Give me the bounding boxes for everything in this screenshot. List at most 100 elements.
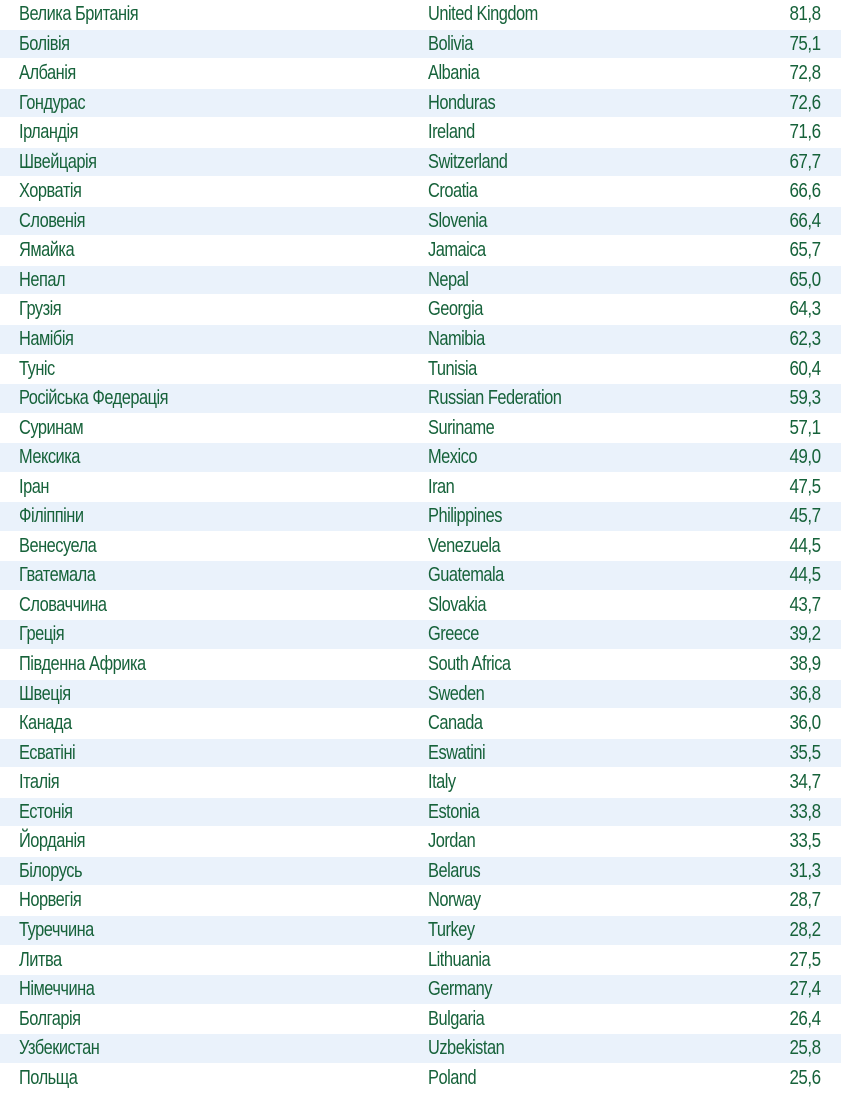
table-row: Італія Italy 34,7 <box>0 768 841 798</box>
value-cell: 65,7 <box>789 239 822 262</box>
table-row: Албанія Albania 72,8 <box>0 59 841 89</box>
table-row: Туніс Tunisia 60,4 <box>0 355 841 385</box>
table-row: Норвегія Norway 28,7 <box>0 886 841 916</box>
value-cell: 26,4 <box>789 1007 822 1030</box>
value-cell: 45,7 <box>789 505 822 528</box>
country-name-english: Ireland <box>428 121 475 144</box>
table-row: Венесуела Venezuela 44,5 <box>0 532 841 562</box>
country-name-ukrainian: Словаччина <box>19 593 107 616</box>
table-row: Російська Федерація Russian Federation 59,… <box>0 384 841 414</box>
country-name-english: South Africa <box>428 653 511 676</box>
country-name-ukrainian: Ямайка <box>19 239 75 262</box>
country-name-english: Croatia <box>428 180 478 203</box>
table-row: Ямайка Jamaica 65,7 <box>0 236 841 266</box>
value-cell: 33,8 <box>789 800 822 823</box>
country-name-ukrainian: Болгарія <box>19 1007 81 1030</box>
country-name-english: Venezuela <box>428 534 501 557</box>
value-cell: 57,1 <box>789 416 822 439</box>
table-row: Грузія Georgia 64,3 <box>0 295 841 326</box>
country-name-english: Jordan <box>428 830 476 853</box>
value-cell: 34,7 <box>789 771 822 794</box>
country-name-english: Namibia <box>428 328 485 351</box>
value-cell: 72,6 <box>789 91 822 114</box>
country-name-english: Germany <box>428 978 492 1001</box>
value-cell: 65,0 <box>789 268 822 291</box>
country-name-ukrainian: Хорватія <box>19 180 82 203</box>
country-name-ukrainian: Російська Федерація <box>19 387 169 410</box>
table-row: Йорданія Jordan 33,5 <box>0 827 841 857</box>
country-name-english: Switzerland <box>428 150 508 173</box>
table-row: Есватіні Eswatini 35,5 <box>0 738 841 769</box>
country-name-english: Nepal <box>428 268 469 291</box>
value-cell: 25,6 <box>789 1066 822 1089</box>
table-row: Греція Greece 39,2 <box>0 620 841 651</box>
country-name-ukrainian: Німеччина <box>19 978 95 1001</box>
country-name-english: Russian Federation <box>428 387 562 410</box>
country-name-english: Suriname <box>428 416 495 439</box>
country-name-ukrainian: Білорусь <box>19 859 83 882</box>
country-name-ukrainian: Філіппіни <box>19 505 84 528</box>
value-cell: 81,8 <box>789 3 822 25</box>
value-cell: 27,4 <box>789 978 822 1001</box>
country-name-ukrainian: Гватемала <box>19 564 96 587</box>
country-name-ukrainian: Туніс <box>19 357 55 380</box>
country-name-english: Bulgaria <box>428 1007 485 1030</box>
country-name-english: Georgia <box>428 298 483 321</box>
table-row: Литва Lithuania 27,5 <box>0 946 841 976</box>
country-name-ukrainian: Естонія <box>19 800 73 823</box>
country-name-english: Sweden <box>428 682 485 705</box>
country-name-english: Estonia <box>428 800 480 823</box>
value-cell: 31,3 <box>789 859 822 882</box>
table-row: Туреччина Turkey 28,2 <box>0 915 841 946</box>
country-name-ukrainian: Суринам <box>19 416 84 439</box>
table-row: Німеччина Germany 27,4 <box>0 975 841 1005</box>
value-cell: 49,0 <box>789 446 822 469</box>
country-name-english: Bolivia <box>428 32 473 55</box>
country-name-english: Guatemala <box>428 564 504 587</box>
country-name-ukrainian: Польща <box>19 1066 78 1089</box>
table-row: Мексика Mexico 49,0 <box>0 443 841 473</box>
value-cell: 71,6 <box>789 121 822 144</box>
country-name-english: Uzbekistan <box>428 1037 505 1060</box>
country-name-ukrainian: Намібія <box>19 328 74 351</box>
value-cell: 25,8 <box>789 1037 822 1060</box>
value-cell: 33,5 <box>789 830 822 853</box>
table-row: Іран Iran 47,5 <box>0 473 841 503</box>
table-row: Непал Nepal 65,0 <box>0 265 841 296</box>
value-cell: 28,2 <box>789 918 822 941</box>
country-name-ukrainian: Південна Африка <box>19 653 146 676</box>
country-name-ukrainian: Грузія <box>19 298 62 321</box>
country-name-english: Norway <box>428 889 481 912</box>
table-row: Суринам Suriname 57,1 <box>0 414 841 444</box>
value-cell: 47,5 <box>789 475 822 498</box>
country-name-ukrainian: Албанія <box>19 62 76 85</box>
table-row: Гондурас Honduras 72,6 <box>0 88 841 119</box>
table-row: Південна Африка South Africa 38,9 <box>0 650 841 680</box>
value-cell: 67,7 <box>789 150 822 173</box>
table-row: Словаччина Slovakia 43,7 <box>0 591 841 621</box>
value-cell: 72,8 <box>789 62 822 85</box>
country-name-ukrainian: Туреччина <box>19 918 94 941</box>
table-row: Ірландія Ireland 71,6 <box>0 118 841 148</box>
country-name-ukrainian: Непал <box>19 268 66 291</box>
country-name-english: Honduras <box>428 91 496 114</box>
value-cell: 28,7 <box>789 889 822 912</box>
country-name-ukrainian: Гондурас <box>19 91 86 114</box>
table-row: Велика Британія United Kingdom 81,8 <box>0 0 841 30</box>
country-name-ukrainian: Словенія <box>19 209 86 232</box>
country-name-english: Eswatini <box>428 741 486 764</box>
value-cell: 59,3 <box>789 387 822 410</box>
table-row: Швеція Sweden 36,8 <box>0 679 841 710</box>
country-name-ukrainian: Швейцарія <box>19 150 97 173</box>
country-name-ukrainian: Велика Британія <box>19 3 139 25</box>
table-row: Філіппіни Philippines 45,7 <box>0 502 841 532</box>
country-name-english: Italy <box>428 771 456 794</box>
value-cell: 44,5 <box>789 564 822 587</box>
value-cell: 62,3 <box>789 328 822 351</box>
value-cell: 75,1 <box>789 32 822 55</box>
value-cell: 35,5 <box>789 741 822 764</box>
country-name-ukrainian: Мексика <box>19 446 80 469</box>
country-name-english: Jamaica <box>428 239 486 262</box>
country-name-ukrainian: Ірландія <box>19 121 79 144</box>
